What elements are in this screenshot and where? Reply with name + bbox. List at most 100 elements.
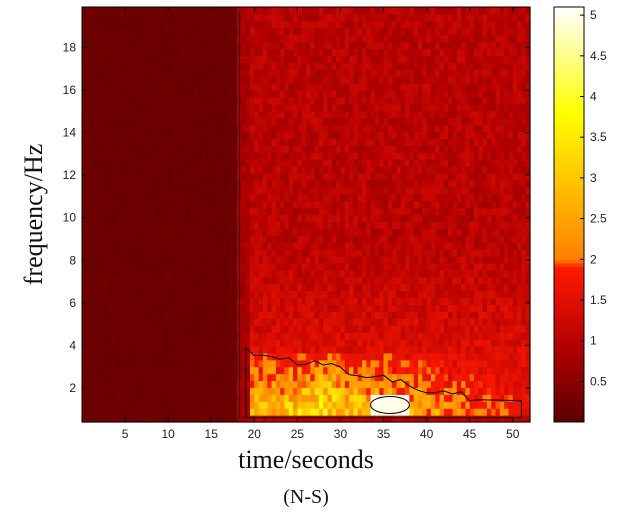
heatmap-cell — [107, 41, 113, 50]
heatmap-cell — [129, 380, 135, 389]
heatmap-cell — [379, 262, 385, 271]
heatmap-cell — [340, 290, 346, 299]
heatmap-cell — [439, 325, 445, 333]
heatmap-cell — [112, 55, 118, 63]
heatmap-cell — [163, 290, 169, 299]
heatmap-cell — [435, 304, 441, 312]
heatmap-cell — [275, 366, 281, 375]
heatmap-cell — [310, 124, 316, 133]
heatmap-cell — [396, 96, 402, 105]
heatmap-cell — [374, 242, 380, 250]
heatmap-cell — [349, 304, 354, 312]
heatmap-cell — [189, 256, 195, 264]
heatmap-cell — [82, 387, 87, 395]
heatmap-cell — [159, 276, 165, 285]
heatmap-cell — [374, 318, 380, 326]
heatmap-cell — [215, 345, 221, 354]
heatmap-cell — [241, 235, 247, 243]
heatmap-cell — [142, 345, 148, 354]
heatmap-cell — [181, 62, 186, 70]
heatmap-cell — [82, 207, 87, 216]
heatmap-cell — [426, 256, 432, 264]
heatmap-cell — [211, 186, 217, 195]
heatmap-cell — [392, 325, 398, 333]
heatmap-cell — [133, 221, 139, 229]
heatmap-cell — [405, 90, 410, 98]
heatmap-cell — [288, 221, 294, 229]
heatmap-cell — [206, 69, 212, 77]
heatmap-cell — [422, 339, 428, 347]
heatmap-cell — [340, 131, 346, 140]
heatmap-cell — [288, 110, 294, 119]
heatmap-cell — [116, 297, 122, 306]
heatmap-cell — [215, 41, 221, 50]
heatmap-cell — [306, 13, 311, 22]
heatmap-cell — [168, 380, 174, 389]
heatmap-cell — [228, 166, 234, 174]
heatmap-cell — [219, 415, 225, 423]
heatmap-cell — [318, 394, 324, 402]
heatmap-cell — [284, 228, 290, 236]
heatmap-cell — [310, 311, 316, 319]
heatmap-cell — [250, 276, 255, 285]
heatmap-cell — [288, 311, 294, 319]
heatmap-cell — [357, 318, 363, 326]
heatmap-cell — [288, 62, 294, 70]
heatmap-cell — [146, 297, 152, 306]
heatmap-cell — [301, 325, 307, 333]
heatmap-cell — [112, 332, 118, 340]
heatmap-cell — [301, 179, 307, 188]
heatmap-cell — [90, 96, 96, 105]
heatmap-cell — [129, 387, 135, 395]
heatmap-cell — [370, 69, 376, 77]
heatmap-cell — [396, 13, 402, 22]
heatmap-cell — [383, 76, 389, 84]
heatmap-cell — [219, 131, 225, 140]
heatmap-cell — [293, 48, 298, 57]
heatmap-cell — [232, 380, 238, 389]
heatmap-cell — [125, 7, 130, 15]
heatmap-cell — [224, 235, 230, 243]
heatmap-cell — [280, 214, 286, 223]
heatmap-cell — [344, 76, 350, 84]
heatmap-cell — [379, 166, 385, 174]
heatmap-cell — [155, 20, 161, 29]
heatmap-cell — [297, 103, 303, 112]
heatmap-cell — [129, 34, 135, 43]
heatmap-cell — [254, 83, 260, 91]
heatmap-cell — [271, 20, 277, 29]
heatmap-cell — [206, 366, 212, 375]
heatmap-cell — [129, 249, 135, 257]
heatmap-cell — [176, 27, 182, 36]
heatmap-cell — [219, 235, 225, 243]
heatmap-cell — [133, 283, 139, 292]
heatmap-cell — [159, 408, 165, 416]
heatmap-cell — [413, 276, 419, 285]
heatmap-cell — [370, 96, 376, 105]
heatmap-cell — [310, 145, 316, 153]
heatmap-cell — [396, 207, 402, 216]
heatmap-cell — [267, 20, 273, 29]
heatmap-cell — [159, 332, 165, 340]
heatmap-cell — [413, 415, 419, 423]
heatmap-cell — [383, 269, 389, 278]
heatmap-cell — [284, 262, 290, 271]
heatmap-cell — [271, 380, 277, 389]
heatmap-cell — [280, 103, 286, 112]
heatmap-cell — [250, 311, 255, 319]
heatmap-cell — [288, 359, 294, 368]
heatmap-cell — [228, 249, 234, 257]
heatmap-cell — [125, 159, 130, 167]
heatmap-cell — [176, 332, 182, 340]
heatmap-cell — [435, 380, 441, 389]
heatmap-cell — [237, 7, 242, 15]
heatmap-cell — [138, 318, 143, 326]
heatmap-cell — [383, 103, 389, 112]
heatmap-cell — [280, 7, 286, 15]
heatmap-cell — [387, 27, 393, 36]
heatmap-cell — [366, 110, 372, 119]
heatmap-cell — [344, 269, 350, 278]
heatmap-cell — [146, 345, 152, 354]
heatmap-cell — [405, 221, 410, 229]
heatmap-cell — [168, 200, 174, 209]
